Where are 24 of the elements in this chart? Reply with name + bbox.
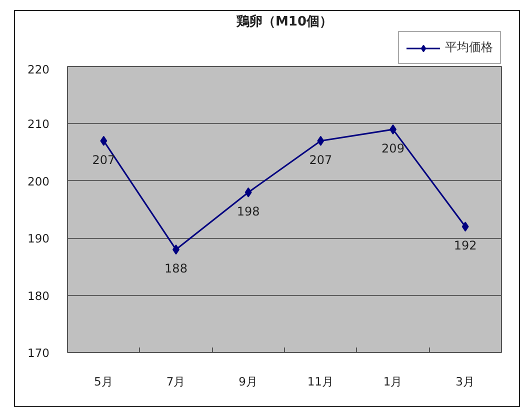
legend-label: 平均価格 (445, 39, 493, 56)
x-tick-label: 9月 (238, 374, 258, 388)
point (100, 136, 108, 146)
x-tick-label: 3月 (456, 374, 476, 388)
point (462, 222, 469, 232)
data-label: 209 (382, 141, 404, 156)
y-tick-label: 180 (28, 288, 50, 303)
x-tick-label: 7月 (166, 374, 186, 388)
chart-title: 鶏卵（M10個） (235, 14, 333, 30)
data-label: 207 (92, 152, 116, 167)
x-tick-label: 5月 (94, 374, 114, 388)
data-label: 198 (236, 204, 260, 218)
y-tick-label: 170 (28, 346, 50, 360)
y-tick-label: 210 (28, 117, 50, 132)
data-label: 192 (454, 238, 477, 253)
point (317, 136, 324, 146)
y-tick-label: 200 (28, 174, 50, 188)
y-tick-label: 220 (28, 62, 50, 76)
point (244, 187, 252, 198)
x-tick-label: 11月 (307, 374, 334, 388)
data-label: 207 (309, 152, 332, 167)
y-tick-label: 190 (28, 232, 50, 246)
data-label: 188 (164, 262, 188, 276)
x-tick-label: 1月 (383, 374, 403, 388)
